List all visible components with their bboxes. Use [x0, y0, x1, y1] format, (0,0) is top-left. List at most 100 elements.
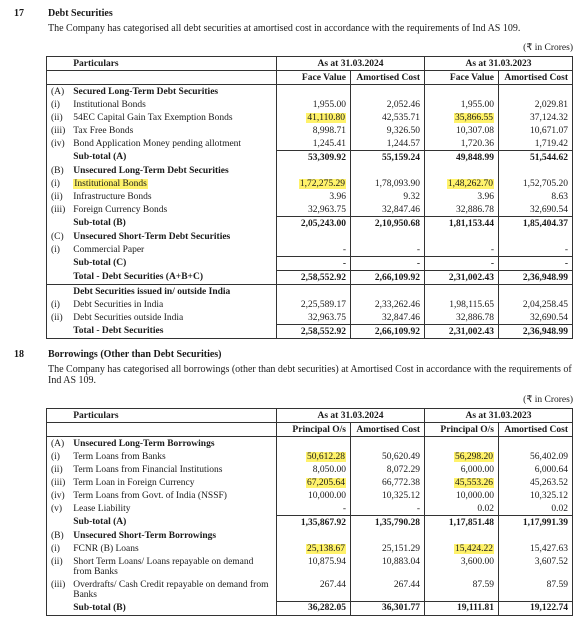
row-label: (B) — [47, 529, 70, 542]
row-value: 2,04,258.45 — [499, 298, 573, 311]
row-value: 10,000.00 — [277, 489, 351, 502]
row-value: 8,072.29 — [351, 463, 425, 476]
row-value: 1,955.00 — [277, 98, 351, 111]
unit-label: (₹ in Crores) — [14, 42, 573, 53]
row-value — [351, 529, 425, 542]
row-desc: Unsecured Short-Term Borrowings — [69, 529, 276, 542]
row-value: - — [277, 257, 351, 271]
th-period2: As at 31.03.2023 — [425, 409, 573, 423]
row-value: 10,875.94 — [277, 555, 351, 578]
th-period1: As at 31.03.2024 — [277, 57, 425, 71]
row-label: (A) — [47, 85, 70, 99]
row-value: 9,326.50 — [351, 124, 425, 137]
debt-securities-table: Particulars As at 31.03.2024 As at 31.03… — [46, 56, 573, 339]
row-value: 8.63 — [499, 190, 573, 203]
row-value: 56,402.09 — [499, 450, 573, 463]
row-value: - — [499, 257, 573, 271]
row-value: 8,998.71 — [277, 124, 351, 137]
row-value: 32,847.46 — [351, 311, 425, 325]
row-value: 50,612.28 — [277, 450, 351, 463]
row-value — [351, 164, 425, 177]
row-label: (i) — [47, 298, 70, 311]
row-label: (ii) — [47, 463, 70, 476]
row-label — [47, 285, 70, 299]
th-ac2: Amortised Cost — [499, 423, 573, 437]
row-value — [499, 85, 573, 99]
section-title: Debt Securities — [48, 8, 113, 19]
row-desc: Bond Application Money pending allotment — [69, 137, 276, 151]
row-value — [499, 230, 573, 243]
row-desc: 54EC Capital Gain Tax Exemption Bonds — [69, 111, 276, 124]
row-value — [425, 164, 499, 177]
row-value: 37,124.32 — [499, 111, 573, 124]
row-value: 32,963.75 — [277, 203, 351, 217]
row-label: (iii) — [47, 476, 70, 489]
row-desc: Secured Long-Term Debt Securities — [69, 85, 276, 99]
row-label — [47, 325, 70, 339]
row-value: 19,122.74 — [499, 601, 573, 615]
row-value: 2,05,243.00 — [277, 217, 351, 231]
row-value: 1,78,093.90 — [351, 177, 425, 190]
row-value: 0.02 — [499, 502, 573, 516]
row-desc: Debt Securities outside India — [69, 311, 276, 325]
row-desc: Term Loans from Banks — [69, 450, 276, 463]
th-particulars: Particulars — [69, 57, 276, 71]
th-ac1: Amortised Cost — [351, 423, 425, 437]
row-value: 2,31,002.43 — [425, 325, 499, 339]
row-label: (C) — [47, 230, 70, 243]
th-po1: Principal O/s — [277, 423, 351, 437]
row-desc: Term Loan in Foreign Currency — [69, 476, 276, 489]
section-subtitle: The Company has categorised all debt sec… — [48, 23, 573, 34]
th-po2: Principal O/s — [425, 423, 499, 437]
row-value: - — [351, 243, 425, 257]
row-value: - — [425, 243, 499, 257]
row-value: 1,244.57 — [351, 137, 425, 151]
row-value — [425, 85, 499, 99]
row-label: (i) — [47, 177, 70, 190]
row-desc: Short Term Loans/ Loans repayable on dem… — [69, 555, 276, 578]
row-desc: Foreign Currency Bonds — [69, 203, 276, 217]
row-value: 32,886.78 — [425, 203, 499, 217]
row-value: 10,307.08 — [425, 124, 499, 137]
section-number: 17 — [14, 8, 36, 19]
row-value: 19,111.81 — [425, 601, 499, 615]
row-value: 35,866.55 — [425, 111, 499, 124]
row-desc: Sub-total (C) — [69, 257, 276, 271]
row-value: 3,607.52 — [499, 555, 573, 578]
row-desc: Debt Securities issued in/ outside India — [69, 285, 276, 299]
row-value: 1,955.00 — [425, 98, 499, 111]
row-value: 25,138.67 — [277, 542, 351, 555]
row-value: 2,052.46 — [351, 98, 425, 111]
row-desc: Term Loans from Govt. of India (NSSF) — [69, 489, 276, 502]
row-value: 15,424.22 — [425, 542, 499, 555]
row-value — [425, 285, 499, 299]
row-value: 2,36,948.99 — [499, 325, 573, 339]
row-value — [351, 230, 425, 243]
row-value: 3.96 — [277, 190, 351, 203]
row-label — [47, 257, 70, 271]
row-label — [47, 217, 70, 231]
th-period2: As at 31.03.2023 — [425, 57, 573, 71]
row-value: 2,25,589.17 — [277, 298, 351, 311]
row-value: 87.59 — [499, 578, 573, 601]
th-fv1: Face Value — [277, 71, 351, 85]
row-value: 56,298.20 — [425, 450, 499, 463]
th-fv2: Face Value — [425, 71, 499, 85]
row-value: 1,85,404.37 — [499, 217, 573, 231]
th-period1: As at 31.03.2024 — [277, 409, 425, 423]
row-value: 10,671.07 — [499, 124, 573, 137]
row-value — [351, 437, 425, 451]
row-value — [425, 230, 499, 243]
row-label: (A) — [47, 437, 70, 451]
row-label: (i) — [47, 542, 70, 555]
row-value: - — [351, 257, 425, 271]
row-value: - — [277, 502, 351, 516]
row-label: (i) — [47, 450, 70, 463]
row-value: 3.96 — [425, 190, 499, 203]
row-label: (iv) — [47, 489, 70, 502]
th-blank — [47, 57, 70, 71]
row-value: 41,110.80 — [277, 111, 351, 124]
row-value — [499, 164, 573, 177]
row-value: 50,620.49 — [351, 450, 425, 463]
row-value: 1,35,867.92 — [277, 516, 351, 530]
